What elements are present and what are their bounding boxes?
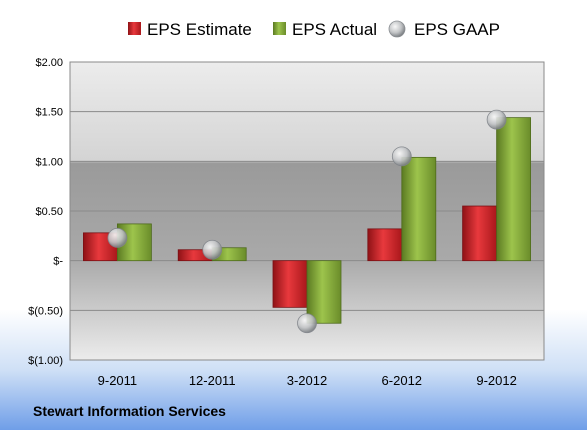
y-tick-label: $1.00 (35, 156, 63, 168)
y-tick-label: $2.00 (35, 57, 63, 69)
x-axis-ticks: 9-2011 12-2011 3-2012 6-2012 9-2012 (98, 373, 517, 388)
bar-eps-actual-9-2012 (496, 117, 532, 262)
y-tick-label: $(0.50) (28, 305, 63, 317)
legend-swatch-eps-estimate (128, 22, 141, 35)
marker-eps-gaap-9-2012 (486, 109, 507, 130)
x-tick-label: 9-2012 (476, 373, 516, 388)
legend-item-eps-estimate: EPS Estimate (128, 20, 252, 39)
y-tick-label: $- (53, 256, 63, 268)
marker-eps-gaap-9-2011 (107, 227, 128, 248)
y-tick-label: $0.50 (35, 206, 63, 218)
bars-group (83, 117, 532, 324)
legend: EPS Estimate EPS Actual EPS GAAP (128, 20, 500, 39)
legend-swatch-eps-gaap (388, 20, 406, 38)
x-tick-label: 6-2012 (382, 373, 422, 388)
x-tick-label: 12-2011 (189, 373, 236, 388)
company-name: Stewart Information Services (33, 403, 226, 419)
legend-label-eps-gaap: EPS GAAP (414, 20, 500, 39)
legend-item-eps-gaap: EPS GAAP (388, 20, 500, 39)
marker-eps-gaap-12-2011 (202, 239, 223, 260)
gaap-markers (107, 109, 507, 334)
bar-eps-estimate-9-2012 (462, 205, 498, 262)
marker-eps-gaap-6-2012 (391, 146, 412, 167)
y-axis-ticks: $2.00 $1.50 $1.00 $0.50 $- $(0.50) $(1.00) (28, 57, 63, 367)
marker-eps-gaap-3-2012 (297, 313, 317, 334)
legend-item-eps-actual: EPS Actual (273, 20, 377, 39)
x-tick-label: 3-2012 (287, 373, 327, 388)
bar-eps-actual-6-2012 (401, 156, 437, 262)
legend-label-eps-actual: EPS Actual (292, 20, 377, 39)
bar-eps-actual-3-2012 (306, 260, 342, 324)
legend-swatch-eps-actual (273, 22, 286, 35)
legend-label-eps-estimate: EPS Estimate (147, 20, 252, 39)
bar-eps-estimate-3-2012 (272, 260, 308, 308)
y-tick-label: $(1.00) (28, 355, 63, 367)
x-tick-label: 9-2011 (98, 373, 138, 388)
y-tick-label: $1.50 (35, 107, 63, 119)
bar-eps-estimate-6-2012 (367, 228, 403, 262)
